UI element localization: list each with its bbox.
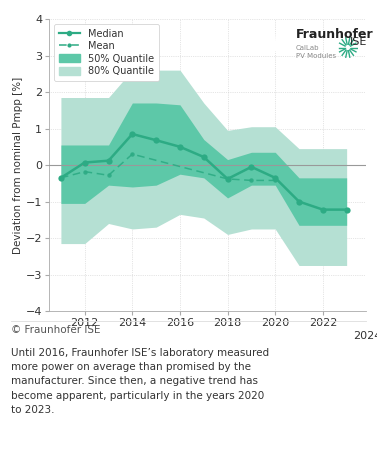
Text: 2024: 2024: [353, 331, 377, 341]
Text: Until 2016, Fraunhofer ISE’s laboratory measured more power on average than prom: Until 2016, Fraunhofer ISE’s laboratory …: [0, 474, 1, 475]
Text: CalLab
PV Modules: CalLab PV Modules: [296, 45, 336, 58]
Text: Fraunhofer: Fraunhofer: [296, 28, 374, 40]
Text: © Fraunhofer ISE: © Fraunhofer ISE: [11, 325, 101, 335]
Text: Until 2016, Fraunhofer ISE’s laboratory measured
more power on average than prom: Until 2016, Fraunhofer ISE’s laboratory …: [11, 348, 270, 415]
Text: +: +: [363, 300, 375, 314]
Text: ISE: ISE: [350, 37, 368, 47]
Y-axis label: Deviation from nominal Pmpp [%]: Deviation from nominal Pmpp [%]: [13, 76, 23, 254]
Legend: Median, Mean, 50% Quantile, 80% Quantile: Median, Mean, 50% Quantile, 80% Quantile: [54, 24, 159, 81]
